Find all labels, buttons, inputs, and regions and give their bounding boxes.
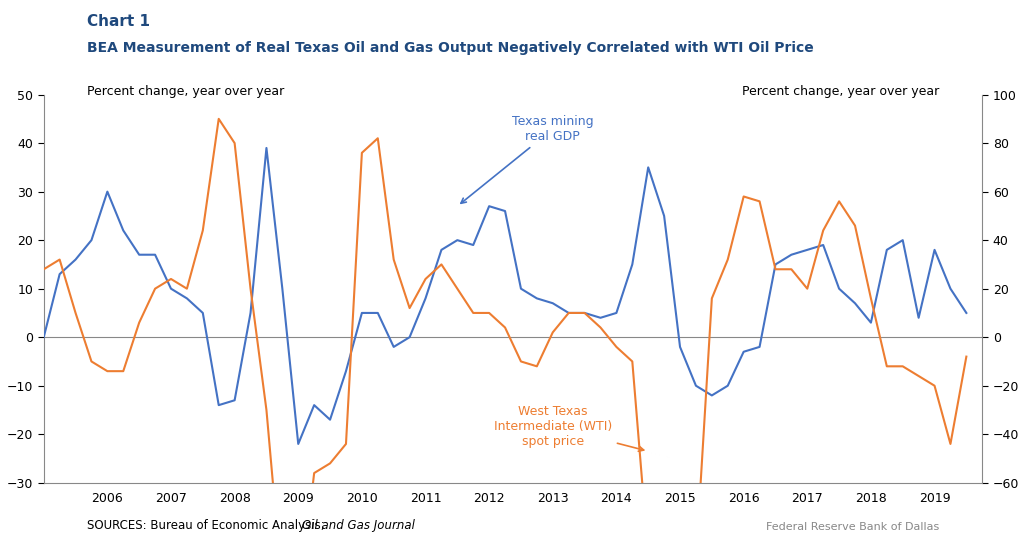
Text: Federal Reserve Bank of Dallas: Federal Reserve Bank of Dallas — [765, 522, 939, 532]
Text: Texas mining
real GDP: Texas mining real GDP — [461, 115, 594, 203]
Text: .: . — [395, 518, 399, 532]
Text: West Texas
Intermediate (WTI)
spot price: West Texas Intermediate (WTI) spot price — [494, 405, 643, 451]
Text: Percent change, year over year: Percent change, year over year — [742, 85, 939, 99]
Text: Percent change, year over year: Percent change, year over year — [87, 85, 284, 99]
Text: BEA Measurement of Real Texas Oil and Gas Output Negatively Correlated with WTI : BEA Measurement of Real Texas Oil and Ga… — [87, 41, 814, 55]
Text: Oil and Gas Journal: Oil and Gas Journal — [302, 518, 415, 532]
Text: SOURCES: Bureau of Economic Analysis;: SOURCES: Bureau of Economic Analysis; — [87, 518, 328, 532]
Text: Chart 1: Chart 1 — [87, 14, 150, 29]
